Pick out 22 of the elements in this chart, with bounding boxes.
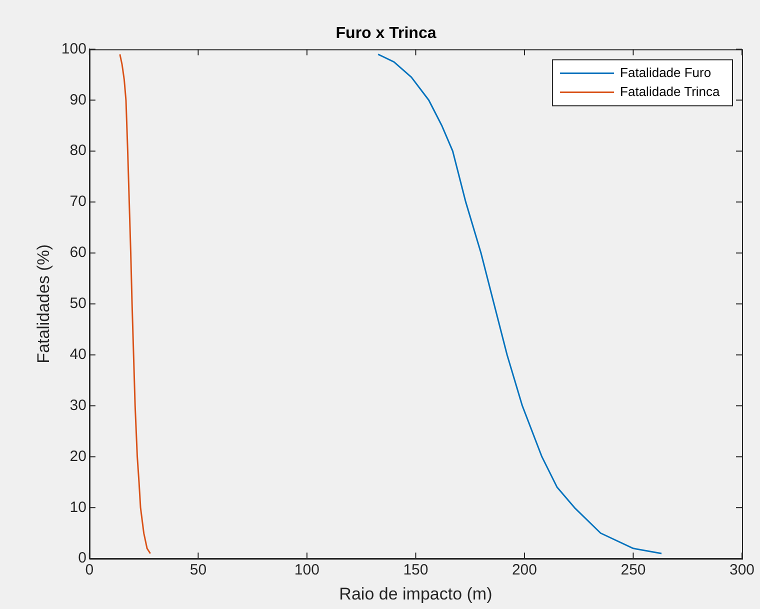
legend-label: Fatalidade Furo xyxy=(620,64,712,80)
x-tick-label: 150 xyxy=(403,562,428,579)
y-tick-label: 0 xyxy=(78,550,86,567)
x-tick-label: 200 xyxy=(512,562,537,579)
y-tick-label: 70 xyxy=(70,193,86,210)
legend-label: Fatalidade Trinca xyxy=(620,84,721,99)
y-tick-label: 30 xyxy=(70,396,86,414)
y-tick-label: 40 xyxy=(70,346,86,363)
y-tick-label: 60 xyxy=(70,244,86,262)
x-tick-label: 300 xyxy=(729,562,755,579)
x-axis-title: Raio de impacto (m) xyxy=(339,584,492,604)
y-tick-label: 20 xyxy=(70,448,86,465)
x-tick-label: 50 xyxy=(190,562,207,579)
y-tick-label: 100 xyxy=(61,40,86,58)
y-axis-title: Fatalidades (%) xyxy=(34,244,53,364)
y-tick-label: 50 xyxy=(70,295,86,312)
x-tick-label: 100 xyxy=(294,562,320,579)
y-tick-label: 90 xyxy=(70,91,86,108)
chart-title: Furo x Trinca xyxy=(336,25,436,42)
y-tick-label: 80 xyxy=(70,142,86,160)
y-tick-label: 10 xyxy=(70,498,86,516)
x-tick-label: 250 xyxy=(620,562,646,579)
